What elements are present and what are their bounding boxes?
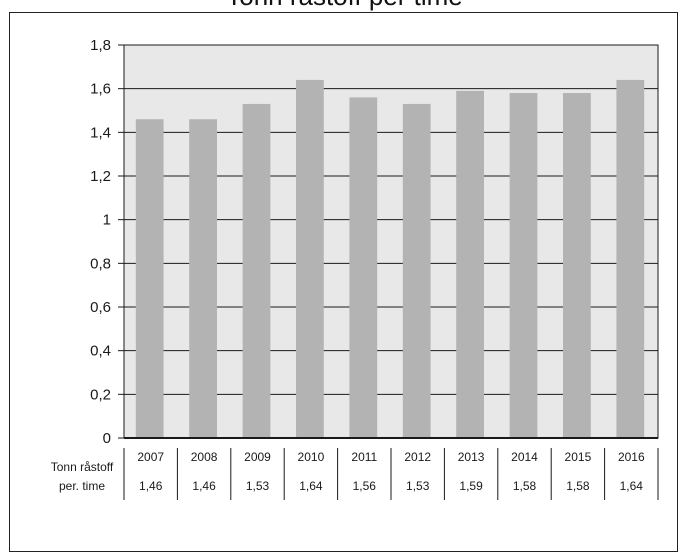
x-tick-label: 2008 <box>191 450 218 464</box>
y-tick-label: 0,2 <box>90 386 111 403</box>
y-tick-label: 0,6 <box>90 299 111 316</box>
bar-2012 <box>402 103 431 438</box>
bar-2015 <box>563 93 591 439</box>
table-row-label: per. time <box>59 479 105 493</box>
x-tick-label: 2009 <box>244 450 271 464</box>
x-tick-label: 2014 <box>511 450 538 464</box>
bar-chart: 0 0,2 0,4 0,6 0,8 1 1,2 1,4 1,6 1,8 2007 1,46 2008 1,… <box>51 37 659 500</box>
y-tick-label: 1 <box>103 212 111 229</box>
bar-2013 <box>456 90 484 438</box>
y-tick-label: 0 <box>103 430 111 447</box>
x-tick-label: 2007 <box>137 450 164 464</box>
table-row-label: Tonn råstoff <box>51 460 114 474</box>
bar-2016 <box>616 79 645 438</box>
bar-2008 <box>189 119 217 438</box>
chart-title: Tonn råstoff per time <box>0 0 689 11</box>
x-tick-label: 2015 <box>565 450 592 464</box>
data-label: 1,46 <box>139 479 163 493</box>
data-label: 1,59 <box>459 479 483 493</box>
bar-2011 <box>349 97 378 439</box>
data-label: 1,56 <box>353 479 377 493</box>
y-tick-label: 1,8 <box>90 37 111 54</box>
y-tick-label: 1,2 <box>90 168 111 185</box>
data-label: 1,58 <box>513 479 537 493</box>
data-label: 1,53 <box>406 479 430 493</box>
x-tick-label: 2013 <box>458 450 485 464</box>
data-label: 1,53 <box>246 479 270 493</box>
bar-2007 <box>135 119 164 438</box>
bar-2010 <box>296 79 324 438</box>
data-label: 1,46 <box>192 479 216 493</box>
data-label: 1,58 <box>566 479 590 493</box>
data-label: 1,64 <box>620 479 644 493</box>
x-tick-label: 2010 <box>298 450 325 464</box>
bar-2014 <box>509 93 538 439</box>
data-label: 1,64 <box>299 479 323 493</box>
y-tick-label: 1,6 <box>90 81 111 98</box>
bar-2009 <box>242 103 271 438</box>
y-tick-label: 0,8 <box>90 255 111 272</box>
y-tick-label: 0,4 <box>90 343 111 360</box>
x-tick-label: 2016 <box>618 450 645 464</box>
x-tick-label: 2011 <box>351 450 377 464</box>
y-tick-label: 1,4 <box>90 124 111 141</box>
x-tick-label: 2012 <box>404 450 431 464</box>
